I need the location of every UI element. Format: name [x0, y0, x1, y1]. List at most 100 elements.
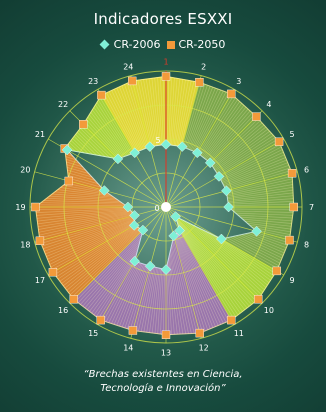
gap-hatch [171, 244, 192, 334]
marker-cr2050-12 [195, 328, 205, 338]
gap-hatch [67, 172, 96, 181]
marker-cr2006-19 [122, 201, 134, 213]
gap-hatch [82, 240, 141, 307]
gap-hatch [205, 108, 249, 160]
marker-cr2006-13 [160, 264, 172, 275]
gap-hatch [176, 219, 252, 305]
gap-hatch [244, 233, 286, 251]
gap-hatch [185, 84, 208, 149]
gap-hatch [52, 193, 117, 200]
gap-hatch [222, 157, 286, 184]
gap-hatch [225, 170, 292, 190]
gap-hatch [93, 107, 128, 156]
gap-hatch [78, 130, 106, 157]
gap-hatch [221, 151, 284, 182]
category-label-23: 23 [88, 77, 98, 86]
gap-hatch [68, 228, 141, 293]
gap-hatch [84, 121, 120, 159]
gap-hatch [140, 79, 155, 147]
gap-hatch [190, 88, 219, 151]
gap-hatch [103, 93, 137, 153]
gap-hatch [203, 105, 245, 159]
gap-hatch [194, 91, 227, 152]
category-label-16: 16 [58, 306, 68, 315]
gap-hatch [86, 245, 140, 310]
gap-hatch [137, 80, 153, 147]
gap-hatch [143, 267, 156, 332]
grid-spoke-2 [165, 75, 202, 208]
gap-hatch [172, 241, 195, 334]
gap-hatch [167, 261, 175, 335]
gap-hatch [247, 232, 287, 249]
legend-label-cr2050: CR-2050 [178, 38, 226, 51]
ring-label-5: 5 [155, 136, 160, 145]
gap-hatch [191, 89, 222, 151]
marker-cr2006-10 [170, 211, 181, 222]
gap-hatch [198, 227, 268, 286]
gap-hatch [95, 104, 130, 156]
gap-hatch [179, 229, 234, 319]
marker-cr2006-2 [176, 141, 188, 152]
gap-hatch [67, 169, 92, 178]
gap-hatch [92, 109, 127, 157]
category-label-1: 1 [163, 58, 168, 67]
gap-hatch [68, 175, 99, 185]
gap-hatch [36, 209, 131, 219]
marker-cr2006-23 [129, 147, 140, 159]
gap-hatch [73, 136, 93, 155]
gap-hatch [233, 210, 294, 213]
marker-cr2006-15 [129, 255, 140, 267]
gap-hatch [186, 85, 211, 149]
gap-hatch [241, 234, 285, 254]
gap-hatch [224, 237, 278, 269]
gap-hatch [48, 221, 135, 263]
gap-hatch [124, 264, 147, 329]
gap-hatch [151, 78, 160, 146]
gap-hatch [220, 146, 282, 180]
gap-hatch [54, 225, 136, 275]
gap-hatch [230, 208, 294, 211]
legend: CR-2006 CR-2050 [0, 38, 326, 51]
marker-cr2006-9 [216, 233, 227, 245]
gap-hatch [238, 234, 284, 256]
gap-hatch [177, 80, 192, 147]
gap-hatch [66, 228, 141, 291]
grid-spoke-3 [165, 89, 235, 208]
gap-hatch [253, 231, 289, 244]
gap-hatch [178, 230, 230, 322]
gap-hatch [81, 126, 114, 159]
marker-cr2050-11 [227, 315, 236, 325]
marker-cr2050-20 [64, 176, 74, 186]
gap-hatch [57, 189, 113, 197]
gap-hatch [70, 140, 85, 154]
gap-hatch [175, 233, 211, 329]
gap-hatch [41, 216, 135, 247]
gap-hatch [175, 79, 186, 146]
marker-cr2050-8 [285, 235, 294, 245]
marker-cr2050-2 [195, 77, 204, 87]
gap-hatch [215, 131, 270, 171]
gap-hatch [64, 227, 140, 289]
grid-spoke-4 [165, 110, 263, 208]
gap-hatch [211, 120, 261, 166]
category-label-4: 4 [266, 100, 271, 109]
gap-hatch [119, 263, 145, 327]
gap-hatch [227, 198, 294, 204]
gap-hatch [206, 110, 251, 161]
gap-hatch [57, 226, 137, 280]
gap-hatch [37, 210, 132, 225]
gap-hatch [178, 228, 237, 317]
grid-spoke-18 [34, 206, 167, 243]
gap-hatch [99, 97, 134, 154]
marker-cr2050-13 [161, 330, 171, 339]
gap-hatch [59, 226, 138, 282]
category-label-24: 24 [123, 62, 133, 71]
gap-hatch [80, 237, 142, 305]
gap-hatch [168, 77, 172, 145]
gap-hatch [182, 220, 262, 295]
marker-cr2050-14 [128, 326, 138, 335]
gap-hatch [154, 268, 162, 334]
gap-hatch [49, 195, 119, 201]
gap-hatch [219, 143, 281, 178]
